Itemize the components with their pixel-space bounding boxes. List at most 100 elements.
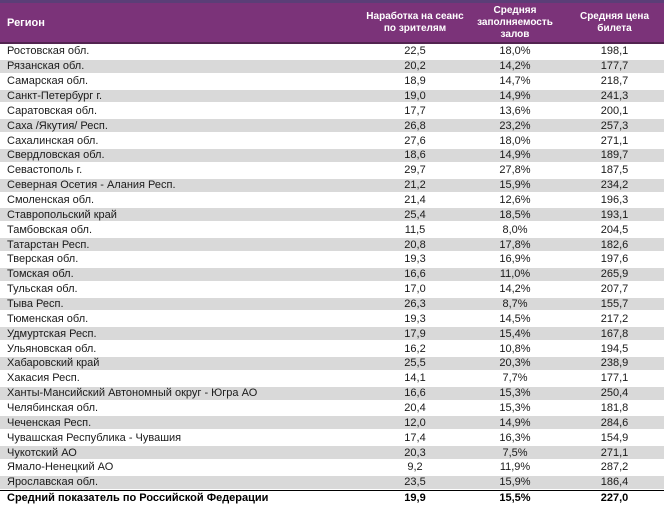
value-cell: 18,5% bbox=[499, 208, 531, 221]
value-cell: 17,9 bbox=[404, 327, 426, 340]
value-cell: 18,6 bbox=[404, 149, 426, 162]
table-row: Челябинская обл. 20,4 15,3% 181,8 bbox=[0, 400, 664, 416]
value-cell: 234,2 bbox=[600, 179, 629, 192]
value-cell: 27,6 bbox=[404, 134, 426, 147]
value-cell: 17,8% bbox=[499, 238, 531, 251]
table-row: Томская обл. 16,6 11,0% 265,9 bbox=[0, 266, 664, 282]
value-cell: 204,5 bbox=[600, 223, 629, 236]
value-cell: 154,9 bbox=[600, 431, 629, 444]
table-row: Тверская обл. 19,3 16,9% 197,6 bbox=[0, 252, 664, 267]
region-cell: Рязанская обл. bbox=[7, 60, 85, 73]
value-cell: 19,0 bbox=[404, 90, 426, 102]
total-label: Средний показатель по Российской Федерац… bbox=[7, 492, 269, 505]
region-cell: Смоленская обл. bbox=[7, 194, 95, 207]
region-cell: Тверская обл. bbox=[7, 253, 79, 266]
value-cell: 26,3 bbox=[404, 298, 426, 311]
value-cell: 7,5% bbox=[502, 446, 528, 459]
value-cell: 10,8% bbox=[499, 342, 531, 355]
value-cell: 14,5% bbox=[499, 312, 531, 325]
value-cell: 18,0% bbox=[499, 45, 531, 58]
table-row: Рязанская обл. 20,2 14,2% 177,7 bbox=[0, 58, 664, 74]
region-cell: Хакасия Респ. bbox=[7, 372, 80, 385]
value-cell: 18,0% bbox=[499, 134, 531, 147]
value-cell: 23,2% bbox=[499, 119, 531, 132]
value-cell: 22,5 bbox=[404, 45, 426, 58]
column-header-attendance-per-session: Наработка на сеанс по зрителям bbox=[366, 10, 464, 34]
region-cell: Ханты-Мансийский Автономный округ - Югра… bbox=[7, 387, 258, 400]
value-cell: 155,7 bbox=[600, 298, 629, 311]
value-cell: 218,7 bbox=[600, 75, 629, 88]
region-cell: Саха /Якутия/ Респ. bbox=[7, 119, 108, 132]
value-cell: 186,4 bbox=[600, 476, 629, 489]
value-cell: 12,6% bbox=[499, 194, 531, 207]
table-row: Ульяновская обл. 16,2 10,8% 194,5 bbox=[0, 341, 664, 357]
region-cell: Северная Осетия - Алания Респ. bbox=[7, 179, 176, 192]
table-body: Ростовская обл. 22,5 18,0% 198,1 Рязанская о… bbox=[0, 44, 664, 490]
value-cell: 15,4% bbox=[499, 327, 531, 340]
table-row: Севастополь г. 29,7 27,8% 187,5 bbox=[0, 162, 664, 178]
value-cell: 12,0 bbox=[404, 416, 426, 429]
value-cell: 287,2 bbox=[600, 461, 629, 474]
table-row: Смоленская обл. 21,4 12,6% 196,3 bbox=[0, 192, 664, 208]
table-row: Чеченская Респ. 12,0 14,9% 284,6 bbox=[0, 415, 664, 431]
table-row: Северная Осетия - Алания Респ. 21,2 15,9% 2… bbox=[0, 177, 664, 193]
total-price-value: 227,0 bbox=[600, 492, 629, 505]
value-cell: 182,6 bbox=[600, 238, 629, 251]
value-cell: 20,4 bbox=[404, 402, 426, 415]
value-cell: 20,3% bbox=[499, 357, 531, 370]
value-cell: 14,9% bbox=[499, 90, 531, 102]
table-row: Саха /Якутия/ Респ. 26,8 23,2% 257,3 bbox=[0, 118, 664, 134]
value-cell: 19,3 bbox=[404, 253, 426, 266]
value-cell: 16,6 bbox=[404, 387, 426, 400]
value-cell: 27,8% bbox=[499, 164, 531, 177]
value-cell: 25,4 bbox=[404, 208, 426, 221]
value-cell: 7,7% bbox=[502, 372, 528, 385]
value-cell: 238,9 bbox=[600, 357, 629, 370]
value-cell: 177,7 bbox=[600, 60, 629, 73]
value-cell: 21,2 bbox=[404, 179, 426, 192]
value-cell: 15,9% bbox=[499, 179, 531, 192]
table-row: Удмуртская Респ. 17,9 15,4% 167,8 bbox=[0, 326, 664, 342]
region-cell: Санкт-Петербург г. bbox=[7, 90, 103, 102]
value-cell: 271,1 bbox=[600, 134, 629, 147]
table-row: Ямало-Ненецкий АО 9,2 11,9% 287,2 bbox=[0, 460, 664, 475]
table-row: Чувашская Республика - Чувашия 17,4 16,3% 1… bbox=[0, 430, 664, 446]
value-cell: 257,3 bbox=[600, 119, 629, 132]
table-row: Ярославская обл. 23,5 15,9% 186,4 bbox=[0, 474, 664, 490]
region-cell: Тыва Респ. bbox=[7, 298, 64, 311]
column-header-ticket-price: Средняя цена билета bbox=[579, 10, 650, 34]
region-cell: Челябинская обл. bbox=[7, 402, 99, 415]
value-cell: 15,3% bbox=[499, 402, 531, 415]
table-row: Сахалинская обл. 27,6 18,0% 271,1 bbox=[0, 133, 664, 149]
table-row: Тамбовская обл. 11,5 8,0% 204,5 bbox=[0, 222, 664, 238]
value-cell: 13,6% bbox=[499, 104, 531, 117]
value-cell: 14,9% bbox=[499, 416, 531, 429]
region-cell: Тамбовская обл. bbox=[7, 223, 93, 236]
value-cell: 25,5 bbox=[404, 357, 426, 370]
region-cell: Ярославская обл. bbox=[7, 476, 99, 489]
value-cell: 16,9% bbox=[499, 253, 531, 266]
value-cell: 181,8 bbox=[600, 402, 629, 415]
table-row: Татарстан Респ. 20,8 17,8% 182,6 bbox=[0, 237, 664, 253]
table-row: Ростовская обл. 22,5 18,0% 198,1 bbox=[0, 44, 664, 59]
value-cell: 250,4 bbox=[600, 387, 629, 400]
value-cell: 23,5 bbox=[404, 476, 426, 489]
value-cell: 14,9% bbox=[499, 149, 531, 162]
region-cell: Чувашская Республика - Чувашия bbox=[7, 431, 182, 444]
value-cell: 20,2 bbox=[404, 60, 426, 73]
region-cell: Саратовская обл. bbox=[7, 104, 98, 117]
table-row: Саратовская обл. 17,7 13,6% 200,1 bbox=[0, 103, 664, 119]
value-cell: 17,4 bbox=[404, 431, 426, 444]
total-occupancy-value: 15,5% bbox=[499, 492, 531, 505]
region-cell: Ульяновская обл. bbox=[7, 342, 97, 355]
total-row: Средний показатель по Российской Федерац… bbox=[0, 489, 664, 506]
value-cell: 11,0% bbox=[499, 268, 531, 281]
value-cell: 187,5 bbox=[600, 164, 629, 177]
table-row: Тюменская обл. 19,3 14,5% 217,2 bbox=[0, 311, 664, 327]
value-cell: 14,1 bbox=[404, 372, 426, 385]
region-cell: Ставропольский край bbox=[7, 208, 117, 221]
value-cell: 14,7% bbox=[499, 75, 531, 88]
value-cell: 189,7 bbox=[600, 149, 629, 162]
region-cell: Севастополь г. bbox=[7, 164, 83, 177]
value-cell: 284,6 bbox=[600, 416, 629, 429]
